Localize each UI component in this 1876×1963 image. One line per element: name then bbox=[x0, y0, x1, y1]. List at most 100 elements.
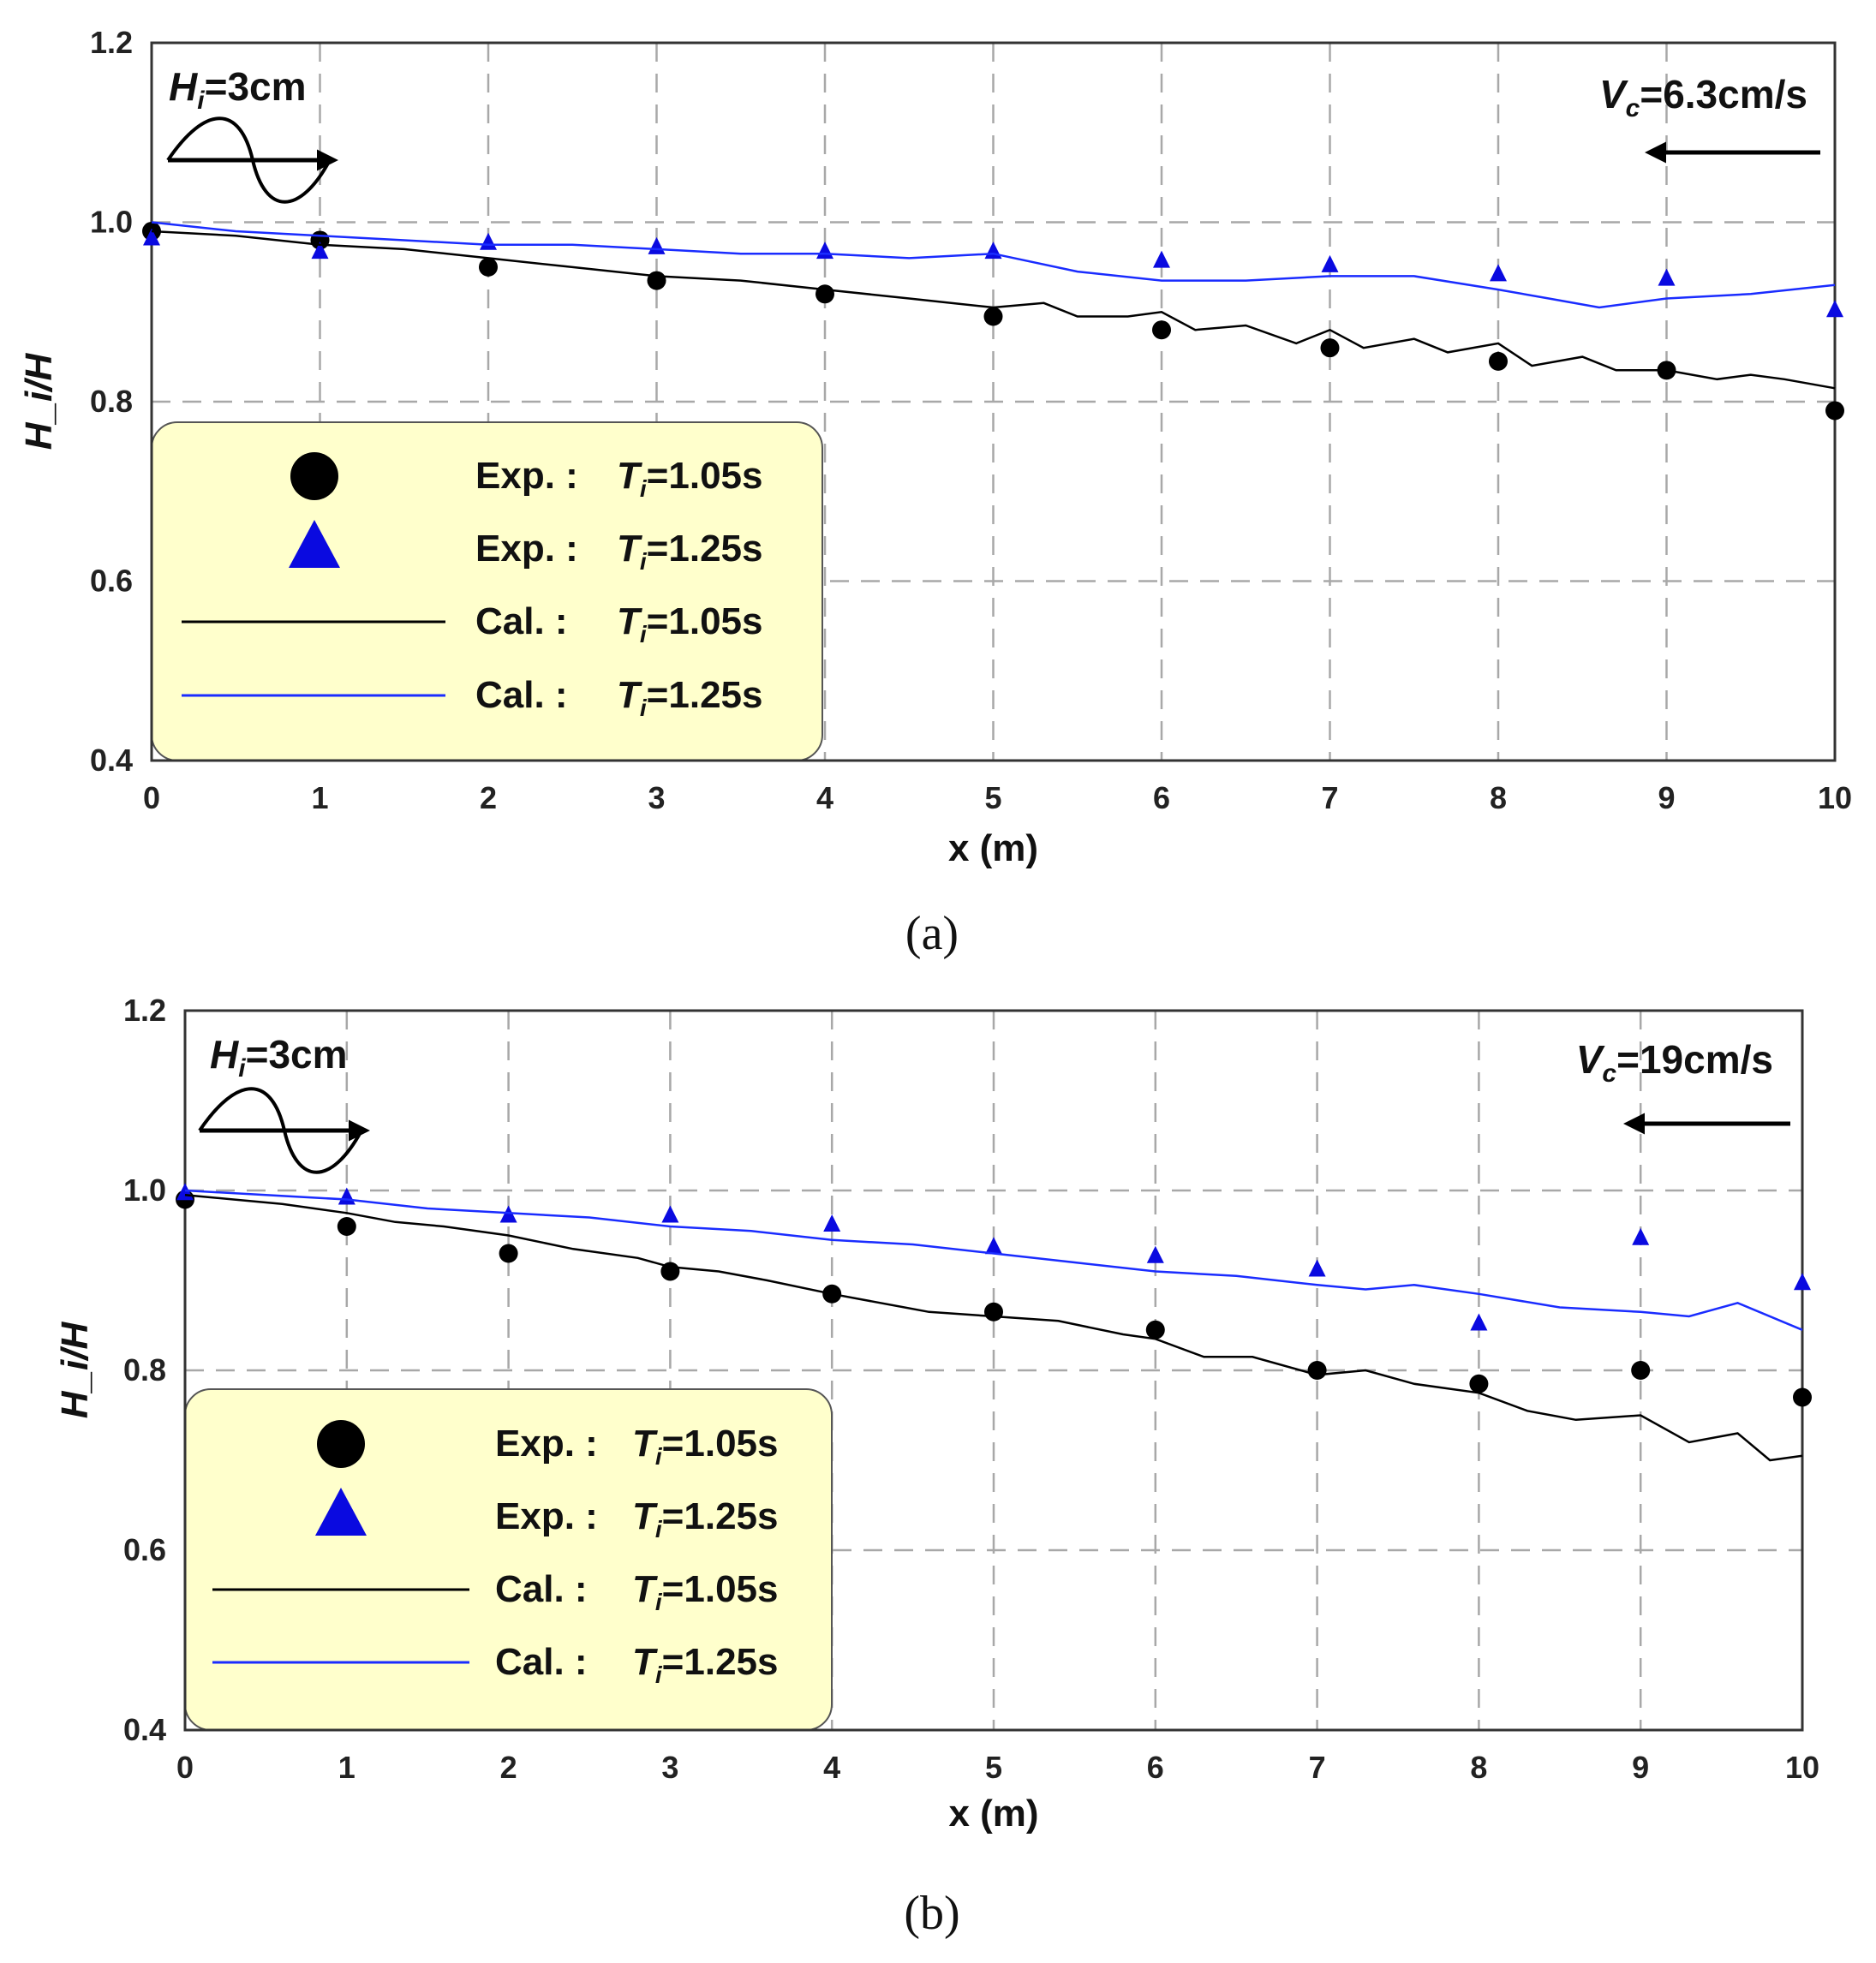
y-tick-label: 0.6 bbox=[123, 1532, 166, 1567]
data-point-triangle bbox=[1658, 268, 1676, 286]
x-tick-label: 9 bbox=[1632, 1750, 1649, 1785]
data-point-triangle bbox=[1470, 1313, 1488, 1331]
x-tick-label: 1 bbox=[311, 780, 328, 815]
legend-prefix: Exp. : bbox=[475, 455, 578, 497]
x-tick-label: 2 bbox=[500, 1750, 517, 1785]
legend-prefix: Cal. : bbox=[495, 1568, 588, 1610]
data-point-triangle bbox=[311, 242, 329, 260]
y-tick-label: 0.4 bbox=[90, 743, 133, 778]
data-point-circle bbox=[479, 257, 498, 277]
wave-height-annotation: Hi=3cm bbox=[169, 64, 307, 115]
y-tick-label: 0.8 bbox=[123, 1352, 166, 1387]
data-point-triangle bbox=[661, 1205, 679, 1223]
wave-height-value: =3cm bbox=[205, 64, 307, 109]
data-point-circle bbox=[984, 1302, 1003, 1322]
legend-prefix: Cal. : bbox=[475, 600, 568, 642]
data-point-circle bbox=[1469, 1374, 1489, 1393]
legend-period: =1.25s bbox=[647, 674, 763, 716]
legend-value: Ti=1.25s bbox=[632, 1641, 778, 1688]
legend-subscript: i bbox=[640, 475, 648, 502]
legend-prefix: Cal. : bbox=[475, 674, 568, 716]
data-point-triangle bbox=[1321, 254, 1339, 272]
legend-value: Ti=1.05s bbox=[617, 455, 762, 502]
x-axis-label: x (m) bbox=[948, 1793, 1038, 1835]
series-line bbox=[184, 1189, 1803, 1331]
panel-label: (b) bbox=[904, 1887, 959, 1940]
data-point-triangle bbox=[1632, 1227, 1650, 1245]
x-tick-label: 3 bbox=[648, 780, 665, 815]
legend-subscript: i bbox=[655, 1662, 663, 1688]
data-point-circle bbox=[1825, 401, 1844, 421]
series-cal-3 bbox=[184, 1189, 1803, 1331]
panel-label: (a) bbox=[905, 907, 959, 960]
series-cal-2 bbox=[184, 1194, 1803, 1462]
x-tick-label: 8 bbox=[1470, 1750, 1487, 1785]
legend-value: Ti=1.05s bbox=[632, 1568, 778, 1615]
data-point-circle bbox=[499, 1244, 518, 1263]
x-tick-label: 4 bbox=[823, 1750, 840, 1785]
y-axis-label: H_i/H bbox=[18, 353, 60, 450]
data-point-triangle bbox=[823, 1214, 841, 1232]
x-tick-label: 9 bbox=[1658, 780, 1675, 815]
legend-period: =1.05s bbox=[662, 1568, 779, 1610]
legend-subscript: i bbox=[655, 1443, 663, 1470]
x-tick-label: 0 bbox=[176, 1750, 194, 1785]
wave-height-subscript: i bbox=[238, 1054, 246, 1083]
data-point-circle bbox=[1307, 1361, 1327, 1380]
data-point-circle bbox=[1320, 338, 1340, 358]
legend-prefix: Exp. : bbox=[475, 528, 578, 570]
wave-height-annotation: Hi=3cm bbox=[210, 1032, 348, 1083]
legend-period: =1.05s bbox=[662, 1423, 779, 1465]
incident-wave-icon bbox=[198, 1087, 370, 1174]
data-point-triangle bbox=[1308, 1259, 1326, 1277]
data-point-triangle bbox=[480, 232, 497, 250]
y-tick-label: 0.6 bbox=[90, 564, 133, 599]
data-point-circle bbox=[983, 307, 1003, 326]
x-tick-label: 0 bbox=[143, 780, 160, 815]
x-tick-label: 6 bbox=[1147, 1750, 1164, 1785]
legend-period: =1.25s bbox=[647, 528, 763, 570]
legend-marker-triangle bbox=[315, 1488, 367, 1536]
data-point-circle bbox=[1793, 1387, 1812, 1407]
x-tick-label: 7 bbox=[1321, 780, 1338, 815]
legend-value: Ti=1.25s bbox=[617, 528, 762, 575]
data-point-triangle bbox=[984, 242, 1002, 260]
legend-value: Ti=1.05s bbox=[617, 600, 762, 647]
series-line bbox=[151, 230, 1836, 390]
data-point-circle bbox=[1152, 320, 1171, 340]
x-tick-label: 4 bbox=[816, 780, 833, 815]
legend-symbol: T bbox=[632, 1423, 658, 1465]
y-axis-label: H_i/H bbox=[54, 1322, 96, 1419]
x-tick-label: 2 bbox=[480, 780, 497, 815]
data-point-triangle bbox=[1146, 1245, 1164, 1263]
data-point-circle bbox=[647, 271, 666, 290]
series-line bbox=[184, 1194, 1803, 1462]
data-point-triangle bbox=[648, 236, 666, 254]
series-line bbox=[151, 221, 1836, 309]
x-tick-label: 5 bbox=[984, 780, 1001, 815]
wave-height-symbol: H bbox=[210, 1032, 239, 1077]
data-point-triangle bbox=[1153, 250, 1170, 268]
x-tick-label: 5 bbox=[985, 1750, 1002, 1785]
legend-marker-triangle bbox=[289, 520, 340, 568]
data-point-triangle bbox=[1826, 300, 1843, 318]
current-velocity-symbol: V bbox=[1599, 72, 1628, 116]
legend-prefix: Cal. : bbox=[495, 1641, 588, 1683]
current-velocity-symbol: V bbox=[1576, 1037, 1605, 1082]
legend-subscript: i bbox=[640, 695, 648, 721]
y-tick-label: 1.0 bbox=[123, 1172, 166, 1208]
x-tick-label: 3 bbox=[661, 1750, 678, 1785]
legend-period: =1.05s bbox=[647, 455, 763, 497]
legend-symbol: T bbox=[617, 674, 642, 716]
legend-period: =1.05s bbox=[647, 600, 763, 642]
series-cal-3 bbox=[151, 221, 1836, 309]
x-tick-label: 10 bbox=[1818, 780, 1852, 815]
legend-symbol: T bbox=[617, 528, 642, 570]
incident-wave-icon bbox=[166, 116, 338, 204]
current-velocity-annotation: Vc=19cm/s bbox=[1576, 1037, 1773, 1088]
y-tick-label: 1.2 bbox=[123, 993, 166, 1028]
